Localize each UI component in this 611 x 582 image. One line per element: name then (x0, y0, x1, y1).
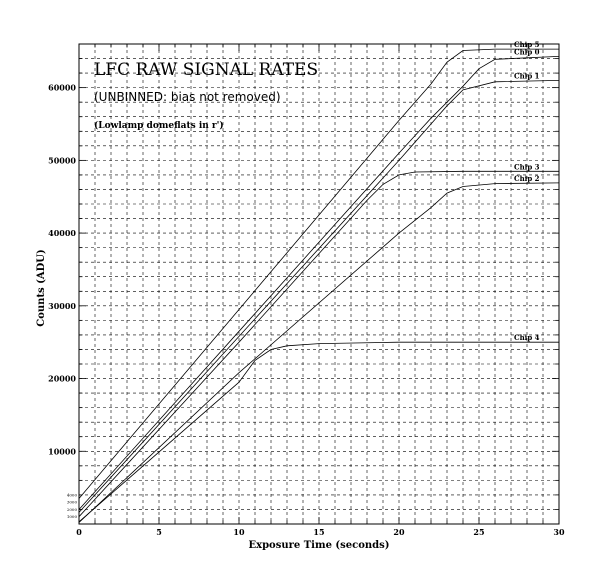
series-line-chip-2 (78, 182, 560, 523)
series-line-chip-4 (78, 341, 559, 523)
x-tick-label: 5 (156, 527, 162, 537)
series-line-chip-1 (78, 80, 560, 513)
x-tick-label: 15 (313, 527, 324, 537)
y-tick-label: 50000 (48, 155, 76, 165)
y-tick-label: 20000 (48, 374, 76, 384)
y-small-label: 3000 (67, 500, 78, 505)
series-line-chip-0 (78, 56, 560, 510)
x-tick-label: 0 (76, 527, 82, 537)
chart-subtitle: (UNBINNED: bias not removed) (94, 90, 281, 104)
series-line-chip-3 (78, 170, 559, 517)
y-small-label: 1000 (67, 514, 78, 519)
y-tick-label: 10000 (48, 446, 76, 456)
chart-title: LFC RAW SIGNAL RATES (94, 60, 318, 80)
x-tick-label: 20 (393, 527, 405, 537)
series-label-chip-2: Chip 2 (514, 174, 540, 183)
y-small-label: 2000 (67, 507, 78, 512)
x-tick-label: 10 (233, 527, 245, 537)
x-axis-title: Exposure Time (seconds) (248, 540, 389, 551)
series-line-chip-5 (78, 48, 559, 499)
series-label-chip-1: Chip 1 (514, 71, 540, 80)
series-label-chip-0: Chip 0 (514, 47, 540, 56)
y-tick-label: 40000 (48, 228, 76, 238)
series-label-chip-4: Chip 4 (514, 333, 540, 342)
axis-tick-labels: 0 5 10 15 20 25 30 10000 20000 30000 40000 50000 600… (48, 83, 565, 537)
axis-ticks (78, 43, 560, 525)
y-tick-label: 60000 (48, 83, 76, 93)
x-tick-label: 30 (553, 527, 565, 537)
y-axis-title: Counts (ADU) (36, 249, 47, 327)
chart-note: (Lowlamp domeflats in r') (94, 120, 224, 131)
grid-lines (79, 44, 559, 524)
y-tick-label: 30000 (48, 301, 76, 311)
x-tick-label: 25 (473, 527, 484, 537)
y-small-label: 4000 (67, 492, 78, 497)
series-label-chip-3: Chip 3 (514, 162, 540, 171)
